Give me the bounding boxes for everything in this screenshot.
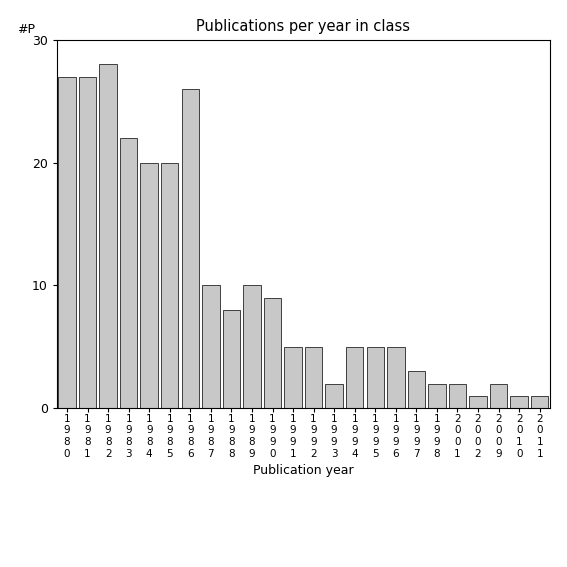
Bar xyxy=(223,310,240,408)
Bar xyxy=(469,396,487,408)
Bar xyxy=(510,396,528,408)
Text: #P: #P xyxy=(17,23,35,36)
Bar xyxy=(243,285,261,408)
Bar xyxy=(181,89,199,408)
Bar xyxy=(284,347,302,408)
Bar xyxy=(325,384,343,408)
Bar xyxy=(448,384,466,408)
Title: Publications per year in class: Publications per year in class xyxy=(196,19,411,35)
Bar xyxy=(161,163,179,408)
Bar xyxy=(387,347,405,408)
Bar xyxy=(366,347,384,408)
Bar xyxy=(408,371,425,408)
Bar xyxy=(305,347,323,408)
Bar xyxy=(120,138,137,408)
Bar xyxy=(428,384,446,408)
Bar xyxy=(99,64,117,408)
Bar xyxy=(79,77,96,408)
Bar xyxy=(264,298,281,408)
Bar xyxy=(490,384,507,408)
Bar xyxy=(202,285,219,408)
Bar xyxy=(531,396,548,408)
X-axis label: Publication year: Publication year xyxy=(253,464,354,477)
Bar xyxy=(58,77,76,408)
Bar xyxy=(346,347,363,408)
Bar xyxy=(141,163,158,408)
